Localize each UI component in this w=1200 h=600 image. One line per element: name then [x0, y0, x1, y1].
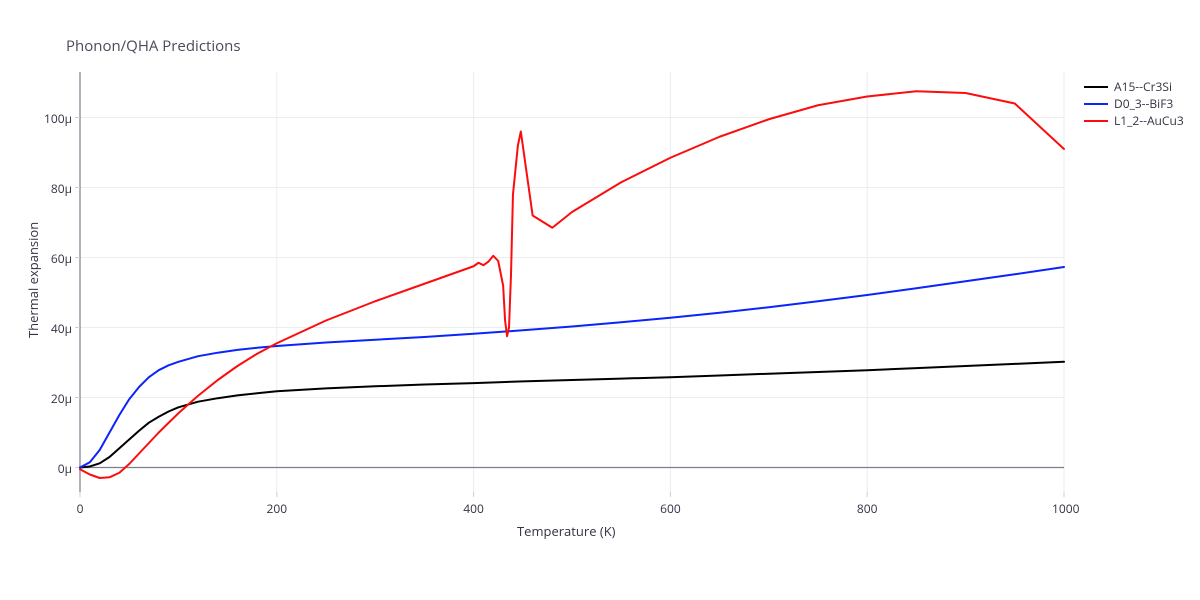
x-tick-label: 0 — [68, 500, 92, 517]
chart-plot-area[interactable] — [0, 0, 1200, 600]
series-line[interactable] — [80, 91, 1064, 478]
x-tick-label: 800 — [855, 500, 879, 517]
chart-title: Phonon/QHA Predictions — [66, 36, 241, 56]
legend-label: L1_2--AuCu3 — [1114, 112, 1184, 129]
series-line[interactable] — [80, 362, 1064, 468]
legend-swatch — [1084, 120, 1108, 122]
y-tick-label: 80μ — [51, 180, 72, 197]
y-tick-label: 0μ — [58, 460, 72, 477]
y-tick-label: 40μ — [51, 320, 72, 337]
legend-item[interactable]: A15--Cr3Si — [1084, 78, 1172, 95]
legend-swatch — [1084, 86, 1108, 88]
y-axis-label: Thermal expansion — [24, 222, 42, 338]
legend-label: D0_3--BiF3 — [1114, 95, 1173, 112]
x-tick-label: 200 — [265, 500, 289, 517]
x-axis-label: Temperature (K) — [517, 522, 616, 540]
y-tick-label: 60μ — [51, 250, 72, 267]
legend-label: A15--Cr3Si — [1114, 78, 1172, 95]
legend-item[interactable]: D0_3--BiF3 — [1084, 95, 1173, 112]
legend-swatch — [1084, 103, 1108, 105]
x-tick-label: 600 — [658, 500, 682, 517]
x-tick-label: 400 — [462, 500, 486, 517]
legend-item[interactable]: L1_2--AuCu3 — [1084, 112, 1184, 129]
y-tick-label: 20μ — [51, 390, 72, 407]
x-tick-label: 1000 — [1052, 500, 1076, 517]
y-tick-label: 100μ — [44, 110, 72, 127]
